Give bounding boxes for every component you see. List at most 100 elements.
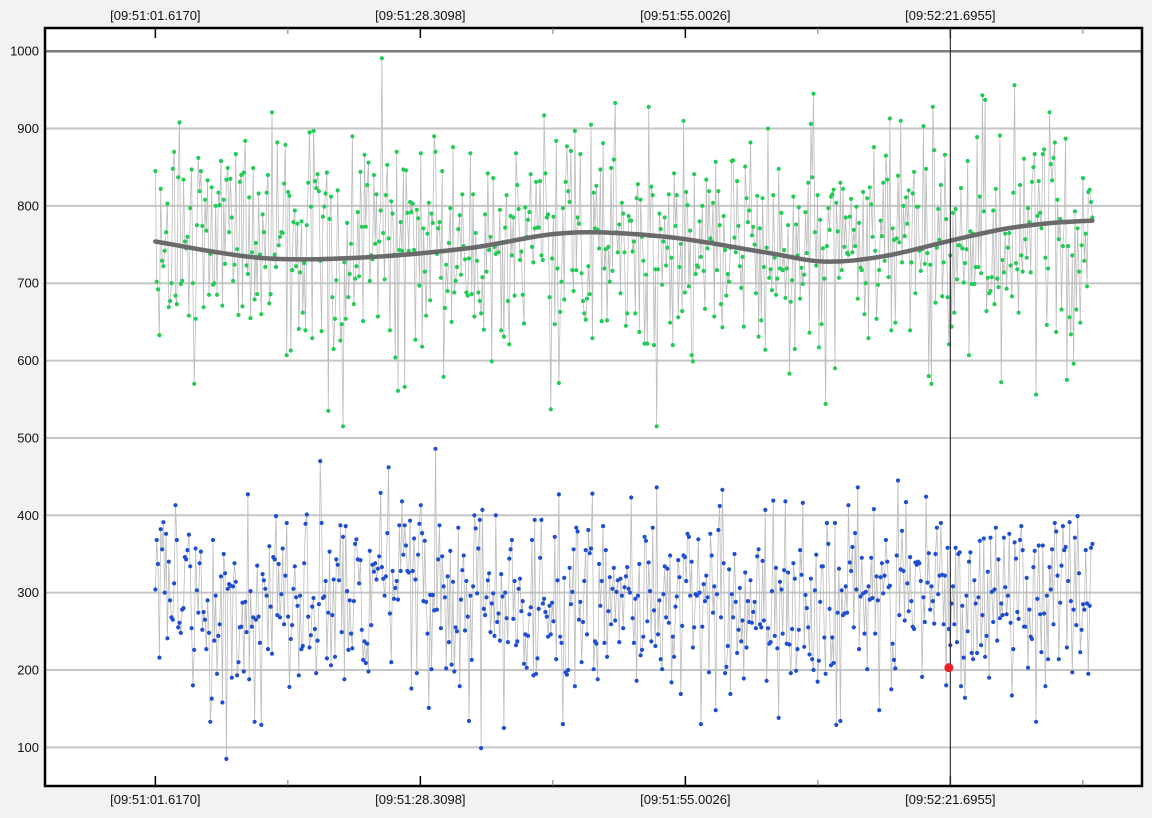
series-blue-point xyxy=(256,614,261,619)
series-blue-point xyxy=(444,666,449,671)
series-blue-point xyxy=(260,572,265,577)
series-green-point xyxy=(402,384,407,389)
series-blue-point xyxy=(621,626,626,631)
series-green-point xyxy=(1088,199,1094,205)
series-green-point xyxy=(811,91,816,96)
series-blue-point xyxy=(812,588,818,593)
series-green-point xyxy=(323,191,328,196)
series-green-point xyxy=(395,388,401,393)
series-blue-point xyxy=(1001,535,1007,540)
series-blue-point xyxy=(660,667,665,672)
series-blue-point xyxy=(335,562,340,567)
series-blue-point xyxy=(550,600,555,605)
series-green-point xyxy=(895,173,901,178)
series-green-point xyxy=(201,305,206,310)
series-blue-point xyxy=(889,687,894,692)
series-blue-point xyxy=(732,551,737,557)
series-green-point xyxy=(449,319,454,324)
series-green-point xyxy=(623,323,629,328)
series-green-point xyxy=(767,275,772,280)
series-blue-point xyxy=(786,570,791,575)
series-green-point xyxy=(387,328,392,333)
series-green-point xyxy=(597,246,602,251)
series-blue-point xyxy=(810,657,815,662)
series-green-point xyxy=(996,285,1001,290)
series-blue-point xyxy=(558,634,563,639)
series-green-point xyxy=(540,257,545,263)
series-green-point xyxy=(698,254,704,259)
series-blue-point xyxy=(614,589,619,595)
series-green-point xyxy=(213,203,218,208)
series-blue-point xyxy=(485,578,490,583)
series-green-point xyxy=(1038,210,1043,215)
series-blue-point xyxy=(871,507,877,512)
series-green-point xyxy=(466,256,472,261)
series-blue-point xyxy=(220,700,225,705)
series-green-point xyxy=(291,220,296,225)
series-blue-point xyxy=(429,667,434,672)
series-green-point xyxy=(761,264,767,270)
series-green-point xyxy=(241,170,246,175)
cursor-layer[interactable] xyxy=(944,28,954,786)
series-green-point xyxy=(1020,269,1025,274)
selected-point[interactable] xyxy=(944,663,954,673)
series-green-point xyxy=(696,264,701,270)
series-green-point xyxy=(960,246,965,251)
series-green-point xyxy=(1051,155,1056,160)
series-green-point xyxy=(413,337,418,342)
series-blue-point xyxy=(249,624,254,629)
series-blue-point xyxy=(799,572,804,577)
series-green-point xyxy=(161,264,166,269)
series-green-point xyxy=(294,264,299,269)
series-green-point xyxy=(1034,392,1039,397)
series-blue-point xyxy=(716,527,721,533)
series-blue-point xyxy=(869,555,874,560)
series-green-point xyxy=(930,104,935,109)
series-green-point xyxy=(542,113,547,118)
series-green-point xyxy=(936,206,941,212)
series-green-point xyxy=(827,227,832,232)
series-green-point xyxy=(358,169,363,174)
series-green-point xyxy=(173,293,178,298)
series-blue-point xyxy=(552,534,557,540)
series-blue-point xyxy=(1015,609,1020,615)
series-green-point xyxy=(185,234,190,239)
series-green-point xyxy=(873,248,878,253)
series-green-point xyxy=(157,333,162,338)
series-green-point xyxy=(893,320,898,325)
series-blue-point xyxy=(308,633,313,638)
series-blue-point xyxy=(713,708,718,713)
series-green-point xyxy=(1075,226,1080,231)
series-blue-point xyxy=(257,640,262,646)
series-blue-point xyxy=(677,575,682,580)
series-green-point xyxy=(798,296,803,301)
series-blue-point xyxy=(252,719,257,724)
series-green-point xyxy=(938,182,944,188)
series-green-point xyxy=(674,193,679,198)
series-blue-point xyxy=(402,523,407,528)
series-green-point xyxy=(672,171,677,176)
series-green-point xyxy=(877,268,882,273)
series-blue-point xyxy=(831,660,836,666)
series-green-point xyxy=(1016,310,1021,315)
series-blue-point xyxy=(954,640,960,645)
series-green-point xyxy=(1025,206,1031,211)
series-blue-point xyxy=(1011,647,1016,652)
series-green-point xyxy=(546,212,551,217)
series-green-point xyxy=(764,245,769,250)
series-green-point xyxy=(1004,286,1009,291)
series-green-point xyxy=(637,329,642,335)
series-green-point xyxy=(792,346,797,352)
series-green-point xyxy=(1044,322,1049,328)
series-green-point xyxy=(697,219,702,224)
series-green-point xyxy=(992,302,997,307)
series-green-point xyxy=(784,266,789,271)
series-green-point xyxy=(599,319,604,324)
series-blue-point xyxy=(205,598,210,603)
series-blue-point xyxy=(997,616,1003,621)
series-blue-point xyxy=(761,618,767,623)
series-blue-point xyxy=(515,639,520,644)
series-blue-point xyxy=(617,640,622,645)
series-blue-point xyxy=(300,643,305,649)
y-tick-label: 400 xyxy=(17,508,39,523)
